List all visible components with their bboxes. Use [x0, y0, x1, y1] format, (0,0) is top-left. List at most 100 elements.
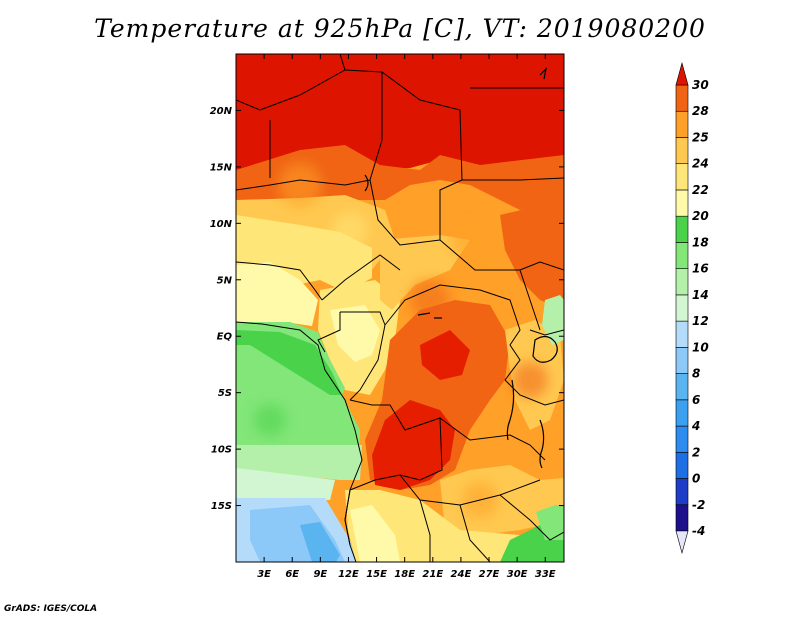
y-tick-label: 10N: [210, 219, 233, 230]
texture-blob: [332, 212, 368, 248]
texture-blob: [410, 280, 450, 320]
temp-band-blue-coast: [300, 522, 340, 562]
border-line: [236, 179, 371, 191]
texture-blob: [450, 220, 490, 260]
temp-band-green-dark: [236, 330, 342, 395]
colorbar-label: 18: [692, 235, 709, 249]
colorbar-label: 10: [692, 340, 709, 354]
x-tick-label: 3E: [257, 569, 271, 580]
border-line: [504, 379, 564, 406]
colorbar-under-arrow: [675, 530, 689, 555]
lake-victoria: [532, 335, 558, 363]
colorbar-swatch: [675, 137, 689, 165]
y-tick-label: EQ: [217, 332, 233, 343]
border-line: [317, 312, 341, 353]
colorbar-swatch: [675, 242, 689, 269]
colorbar-label: 0: [692, 472, 700, 486]
colorbar-swatch: [675, 504, 689, 532]
colorbar-swatch: [675, 163, 689, 191]
border-line: [419, 499, 431, 562]
x-tick-label: 33E: [535, 569, 556, 580]
temp-band-pale-kalahari: [350, 505, 400, 562]
colorbar-label: 14: [692, 288, 709, 302]
y-tick-label: 15S: [211, 501, 232, 512]
lakes: [364, 67, 558, 469]
colorbar-swatch: [675, 84, 689, 112]
lake-tanganyika: [506, 379, 515, 441]
texture-blob: [512, 362, 548, 398]
axes: 3E 6E 9E 12E 15E 18E 21E 24E 27E 30E 33E 20N 15N 10N 5…: [210, 54, 564, 580]
colorbar-swatch: [675, 294, 689, 322]
colorbar-swatch: [675, 478, 689, 506]
x-tick-label: 9E: [313, 569, 327, 580]
colorbar-label: 2: [692, 445, 700, 459]
colorbar-label: 6: [692, 393, 700, 407]
colorbar-label: 24: [692, 157, 709, 171]
border-line: [340, 311, 386, 326]
temp-band-palegreen: [236, 468, 335, 500]
colorbar-swatch: [675, 425, 689, 453]
lake-rudolf: [539, 67, 547, 80]
x-tick-label: 12E: [338, 569, 359, 580]
y-tick-label: 20N: [210, 106, 233, 117]
texture-blob: [278, 163, 322, 207]
temp-band-red-south: [372, 400, 455, 490]
border-line: [439, 179, 564, 271]
border-line: [499, 494, 564, 541]
colorbar-swatch: [675, 451, 689, 479]
border-line: [369, 72, 441, 246]
temp-band-orange-east: [500, 200, 564, 310]
colorbar-label: 25: [692, 130, 709, 144]
border-line: [384, 284, 521, 381]
chart-title: Temperature at 925hPa [C], VT: 201908020…: [94, 14, 706, 43]
border-line: [529, 329, 564, 336]
colorbar-label: 20: [692, 209, 709, 223]
colorbar-label: 16: [692, 262, 709, 276]
coastline: [261, 323, 363, 546]
colorbar-label: 4: [691, 419, 700, 433]
y-tick-label: 10S: [211, 445, 232, 456]
y-tick-label: 5N: [217, 275, 233, 286]
border-line: [236, 261, 323, 301]
credit-label: GrADS: IGES/COLA: [4, 604, 98, 614]
border-line: [236, 69, 463, 181]
border-line: [439, 417, 546, 461]
y-tick-label: 15N: [210, 162, 233, 173]
colorbar-swatch: [675, 399, 689, 427]
map-frame: [235, 53, 565, 563]
temp-band-lightgreen-southeast: [536, 505, 564, 540]
colorbar-label: -4: [692, 524, 705, 538]
colorbar-label: 12: [692, 314, 709, 328]
temp-band-light-central: [380, 235, 470, 310]
colorbar-swatch: [675, 189, 689, 217]
border-line: [519, 269, 541, 331]
lake-chad: [364, 174, 369, 192]
border-line: [321, 254, 401, 301]
colorbar-over-arrow: [675, 61, 689, 86]
country-borders: [236, 54, 564, 562]
x-tick-label: 18E: [394, 569, 415, 580]
colorbar-swatch: [675, 268, 689, 296]
x-tick-label: 27E: [479, 569, 500, 580]
texture-layer: [254, 163, 548, 518]
lake-malawi: [539, 419, 545, 469]
x-tick-label: 6E: [285, 569, 299, 580]
x-tick-label: 24E: [451, 569, 472, 580]
temp-band-red-patch: [420, 330, 470, 380]
colorbar-label: -2: [692, 498, 705, 512]
map-field: [236, 54, 564, 562]
lake-kivu: [417, 312, 442, 319]
x-tick-label: 21E: [422, 569, 443, 580]
x-tick-label: 30E: [507, 569, 528, 580]
colorbar-label: 8: [692, 367, 700, 381]
colorbar-swatch: [675, 320, 689, 348]
temp-band-east-green: [542, 295, 564, 345]
colorbar-swatch: [675, 373, 689, 401]
border-line: [459, 504, 491, 562]
colorbar-swatch: [675, 215, 689, 243]
border-line: [462, 177, 564, 181]
border-line: [236, 321, 263, 325]
colorbar-label: 30: [692, 78, 709, 92]
